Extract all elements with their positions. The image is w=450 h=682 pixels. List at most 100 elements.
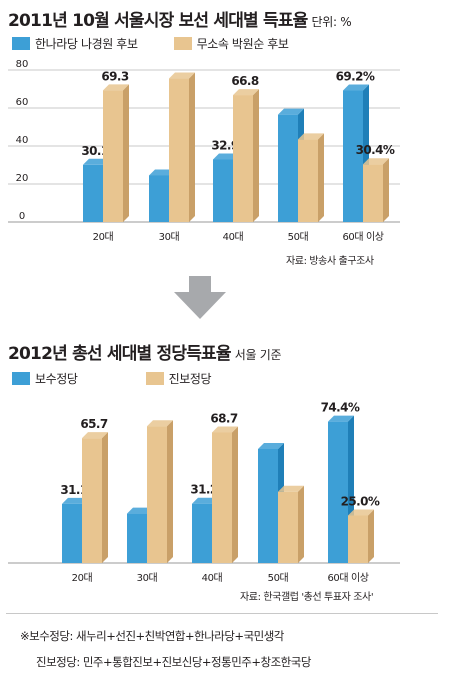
bar-top bbox=[328, 415, 354, 422]
chart1-title: 2011년 10월 서울시장 보선 세대별 득표율 단위: % bbox=[8, 6, 352, 31]
bar-front bbox=[328, 421, 348, 563]
chart1-bar-series2 bbox=[169, 72, 195, 222]
bar-top bbox=[278, 108, 304, 115]
bar-front bbox=[82, 438, 102, 563]
bar-top bbox=[149, 169, 175, 176]
bar-top bbox=[213, 153, 239, 160]
chart2-value-label: 25.0% bbox=[341, 495, 380, 509]
chart1-title-text: 2011년 10월 서울시장 보선 세대별 득표율 bbox=[8, 11, 308, 31]
bar-front bbox=[62, 503, 82, 563]
chart1-legend: 한나라당 나경원 후보 무소속 박원순 후보 bbox=[12, 35, 325, 52]
chart1-category-label: 30대 bbox=[159, 231, 180, 243]
bar-top bbox=[348, 509, 374, 516]
chart1-legend-swatch-blue bbox=[12, 37, 30, 50]
down-arrow-icon bbox=[174, 276, 226, 319]
chart2-unit: 서울 기준 bbox=[234, 348, 282, 362]
chart2-title-text: 2012년 총선 세대별 정당득표율 bbox=[8, 344, 232, 364]
chart2-value-label: 31.2 bbox=[190, 483, 217, 497]
chart1-bar-series2 bbox=[298, 133, 324, 222]
chart1-bar-series2 bbox=[363, 158, 389, 222]
chart2-value-label: 68.7 bbox=[210, 411, 237, 425]
chart1-ytick-label: 60 bbox=[16, 97, 29, 108]
bar-side bbox=[189, 72, 195, 222]
bar-front bbox=[127, 513, 147, 563]
bar-front bbox=[83, 164, 103, 222]
note-progressive: 진보정당: 민주+통합진보+진보신당+정통민주+창조한국당 bbox=[36, 655, 311, 669]
chart1-legend-swatch-tan bbox=[173, 37, 192, 50]
bar-front bbox=[169, 78, 189, 222]
chart2-title: 2012년 총선 세대별 정당득표율 서울 기준 bbox=[8, 339, 282, 364]
bar-side bbox=[253, 89, 259, 222]
bar-top bbox=[147, 420, 173, 427]
chart2-legend-swatch-blue bbox=[12, 372, 30, 385]
bar-top bbox=[212, 426, 238, 433]
chart1-plot: 80 60 40 20 0 30.1 69.3 20대 30대 32.9 66.8 40대 50대 69.… bbox=[8, 59, 400, 243]
bar-top bbox=[103, 84, 129, 91]
bar-top bbox=[343, 84, 369, 91]
chart2-category-label: 60대 이상 bbox=[327, 572, 368, 584]
bar-top bbox=[169, 72, 195, 79]
chart1-category-label: 50대 bbox=[288, 231, 309, 243]
bar-side bbox=[123, 84, 129, 222]
chart1-unit: 단위: % bbox=[311, 15, 352, 29]
chart2-bar-series2 bbox=[82, 432, 108, 563]
bar-front bbox=[278, 491, 298, 563]
chart2-plot: 31.1 65.7 20대 30대 31.2 68.7 40대 50대 74.4% 25.0% 60… bbox=[8, 401, 400, 584]
bar-front bbox=[212, 432, 232, 563]
chart2-bar-series2 bbox=[212, 426, 238, 563]
bar-front bbox=[258, 449, 278, 563]
chart1-value-label: 30.4% bbox=[356, 143, 395, 157]
bar-top bbox=[192, 497, 218, 504]
chart2-category-label: 40대 bbox=[202, 572, 223, 584]
bar-front bbox=[192, 503, 212, 563]
bar-top bbox=[62, 497, 88, 504]
chart2-bar-series2 bbox=[147, 420, 173, 563]
chart2-legend-item-1: 보수정당 bbox=[12, 370, 78, 387]
bar-side bbox=[167, 420, 173, 563]
chart1-bar-series1 bbox=[343, 84, 369, 222]
chart2-legend: 보수정당 진보정당 bbox=[12, 370, 247, 387]
bar-top bbox=[127, 507, 153, 514]
bar-front bbox=[343, 90, 363, 222]
bar-top bbox=[258, 443, 284, 449]
chart2-value-label: 65.7 bbox=[80, 417, 107, 431]
chart2-category-label: 50대 bbox=[268, 572, 289, 584]
chart1-value-label: 66.8 bbox=[231, 74, 258, 88]
chart1-category-label: 20대 bbox=[93, 231, 114, 243]
chart2-category-label: 30대 bbox=[137, 572, 158, 584]
bar-side bbox=[102, 432, 108, 563]
chart2-legend-label-2: 진보정당 bbox=[168, 372, 212, 386]
chart1-value-label: 69.3 bbox=[101, 69, 128, 83]
chart1-legend-item-1: 한나라당 나경원 후보 bbox=[12, 35, 138, 52]
chart1-category-label: 40대 bbox=[223, 231, 244, 243]
bar-front bbox=[233, 95, 253, 222]
bar-side bbox=[318, 133, 324, 222]
bar-top bbox=[278, 485, 304, 492]
chart1-category-label: 60대 이상 bbox=[342, 231, 383, 243]
bar-front bbox=[103, 90, 123, 222]
chart2-category-label: 20대 bbox=[72, 572, 93, 584]
note-conservative: ※보수정당: 새누리+선진+친박연합+한나라당+국민생각 bbox=[20, 629, 284, 643]
notes-divider bbox=[6, 613, 438, 614]
chart1-ytick-label: 40 bbox=[16, 135, 29, 146]
chart1-value-label: 30.1 bbox=[81, 144, 108, 158]
chart2-bar-series2 bbox=[278, 485, 304, 563]
bar-front bbox=[278, 114, 298, 222]
bar-top bbox=[82, 432, 108, 439]
chart2-legend-label-1: 보수정당 bbox=[35, 372, 78, 386]
chart2-bar-series2 bbox=[348, 509, 374, 563]
bar-front bbox=[298, 139, 318, 222]
bar-front bbox=[147, 426, 167, 563]
chart2-legend-item-2: 진보정당 bbox=[145, 370, 212, 387]
chart2-value-label: 74.4% bbox=[321, 401, 360, 415]
chart1-ytick-label: 20 bbox=[16, 173, 29, 184]
bar-top bbox=[233, 89, 259, 96]
bar-side bbox=[383, 158, 389, 222]
bar-front bbox=[348, 515, 368, 563]
chart2-legend-swatch-tan bbox=[145, 372, 164, 385]
bar-top bbox=[83, 158, 109, 165]
bar-front bbox=[149, 175, 169, 222]
bar-side bbox=[298, 485, 304, 563]
chart1-ytick-label: 0 bbox=[19, 211, 25, 222]
chart1-legend-item-2: 무소속 박원순 후보 bbox=[173, 35, 289, 52]
